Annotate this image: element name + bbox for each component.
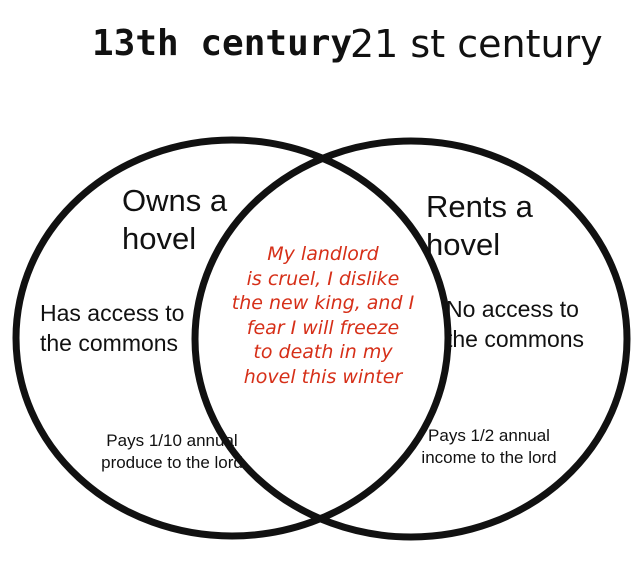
right-title: 21 st century (350, 22, 603, 66)
right-circle (191, 137, 631, 541)
right-housing-label: Rents a hovel (426, 189, 533, 262)
right-commons-label: No access to the commons (446, 296, 585, 352)
left-commons-label: Has access to the commons (40, 300, 185, 356)
left-housing-label: Owns a hovel (122, 183, 228, 256)
right-payment-label: Pays 1/2 annual income to the lord (421, 426, 557, 467)
left-title: 13th century (92, 23, 353, 64)
shared-overlap-text: My landlord is cruel, I dislike the new … (231, 243, 415, 388)
left-circle (12, 136, 452, 540)
left-payment-label: Pays 1/10 annual produce to the lord (101, 431, 243, 472)
